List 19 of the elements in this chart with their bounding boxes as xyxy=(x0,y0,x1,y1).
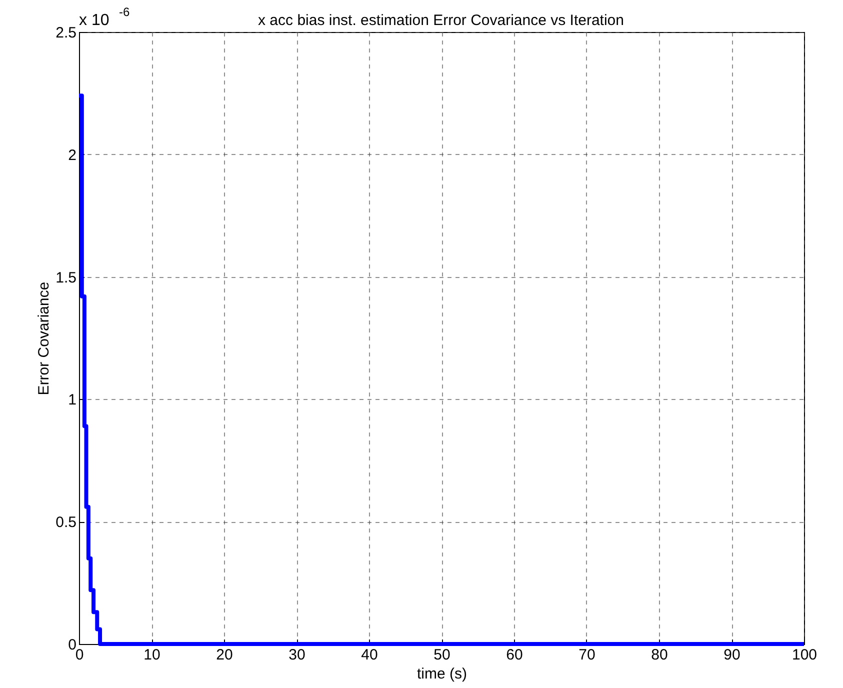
x-tick-label: 40 xyxy=(361,646,378,664)
y-tick-label: 0.5 xyxy=(56,514,76,532)
y-tick-label: 2.5 xyxy=(56,24,76,42)
x-tick-label: 70 xyxy=(578,646,596,664)
y-tick-label: 2 xyxy=(68,146,76,164)
x-tick-label: 80 xyxy=(651,646,668,664)
x-tick-label: 90 xyxy=(724,646,740,664)
chart-title: x acc bias inst. estimation Error Covariance vs Iteration xyxy=(258,12,624,29)
x-tick-label: 50 xyxy=(434,646,450,664)
text: x 10-6 xyxy=(79,5,130,29)
x-tick-label: 10 xyxy=(144,646,160,664)
x-tick-label: 30 xyxy=(288,646,306,664)
y-axis-title: Error Covariance xyxy=(36,282,53,396)
y-tick-label: 1.5 xyxy=(56,269,76,286)
x-tick-label: 100 xyxy=(792,646,818,664)
x-tick-label: 60 xyxy=(506,646,523,664)
y-tick-label: 1 xyxy=(68,392,76,409)
x-tick-label: 20 xyxy=(216,646,233,664)
x-axis-title: time (s) xyxy=(417,666,467,682)
